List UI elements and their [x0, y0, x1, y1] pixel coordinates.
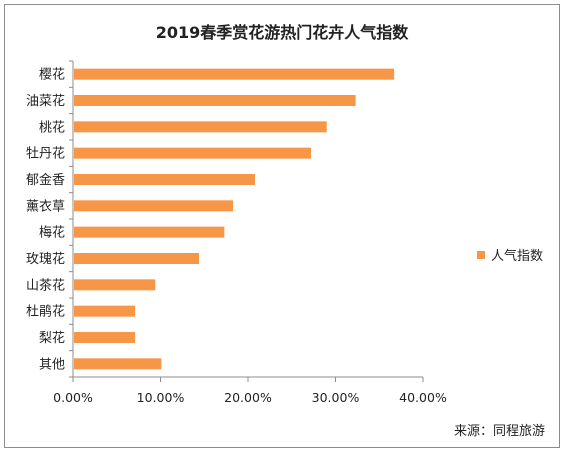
legend-swatch — [477, 250, 485, 259]
x-tick-label: 10.00% — [137, 390, 185, 405]
y-tick-label: 杜鹃花 — [26, 304, 65, 320]
y-tick-label: 牡丹花 — [26, 146, 65, 162]
x-tick-label: 40.00% — [399, 390, 447, 405]
source-note: 来源：同程旅游 — [453, 424, 545, 439]
bar — [74, 95, 356, 106]
bar — [74, 68, 395, 80]
y-tick-label: 其他 — [39, 357, 65, 372]
bar — [74, 174, 255, 185]
y-tick-label: 桃花 — [39, 119, 65, 135]
bar — [74, 279, 156, 291]
bar — [74, 253, 199, 264]
bar — [74, 226, 225, 238]
y-tick-label: 玫瑰花 — [26, 251, 65, 267]
y-tick-label: 山茶花 — [26, 277, 65, 293]
y-tick-label: 油菜花 — [26, 93, 65, 109]
x-tick-label: 30.00% — [312, 390, 360, 405]
x-tick-label: 20.00% — [224, 390, 272, 405]
bar — [74, 305, 136, 317]
y-tick-label: 薰衣草 — [26, 198, 65, 214]
legend: 人气指数 — [477, 245, 543, 264]
legend-label: 人气指数 — [491, 249, 544, 264]
x-tick-label: 0.00% — [53, 390, 93, 405]
chart-title: 2019春季赏花游热门花卉人气指数 — [155, 23, 409, 42]
y-tick-label: 梅花 — [39, 225, 65, 241]
bar — [74, 200, 234, 212]
bar — [74, 147, 311, 159]
y-tick-label: 郁金香 — [26, 172, 65, 188]
bar — [74, 121, 327, 133]
y-tick-label: 梨花 — [39, 330, 65, 346]
bar — [74, 332, 136, 343]
bar — [74, 358, 162, 370]
y-tick-label: 樱花 — [39, 67, 65, 83]
